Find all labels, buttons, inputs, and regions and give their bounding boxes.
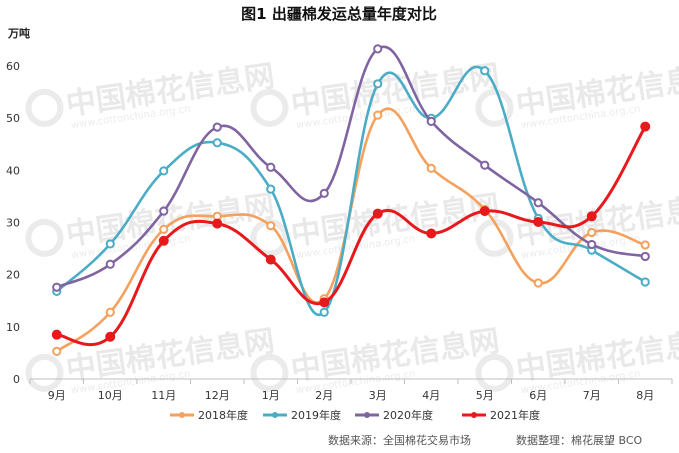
legend-swatch-marker [364,412,370,418]
data-point [533,217,544,228]
data-point [587,227,597,238]
data-point [479,206,490,217]
chart-title: 图1 出疆棉发运总量年度对比 [241,5,437,23]
data-compiler-note: 数据整理：棉花展望 BCO [516,433,643,447]
data-point [158,235,169,246]
data-source-note: 数据来源：全国棉花交易市场 [328,433,471,447]
y-axis-unit-label: 万吨 [7,26,30,40]
y-tick-label: 50 [6,112,20,125]
x-tick-label: 8月 [636,389,654,402]
data-point [319,307,329,317]
legend-swatch-marker [179,412,185,418]
legend-item: 2018年度 [170,408,248,422]
data-point [373,44,383,54]
watermark-logo-icon [475,218,514,257]
data-point [533,198,543,208]
data-point [105,259,115,269]
data-point [319,297,330,308]
data-point [373,110,383,120]
data-point [51,329,62,340]
data-point [105,307,115,317]
data-point [105,331,116,342]
watermark-logo-icon [475,353,514,392]
watermark-logo-icon [475,88,514,127]
data-point [373,79,383,89]
y-tick-label: 20 [6,269,20,282]
legend-swatch-marker [272,412,278,418]
data-point [533,278,543,288]
data-point [640,277,650,287]
data-point [265,254,276,265]
data-point [640,251,650,262]
data-point [372,208,383,219]
data-point [266,184,276,194]
data-point [266,221,276,231]
data-point [212,122,222,132]
data-point [426,228,437,239]
data-point [640,240,650,250]
legend-item: 2019年度 [263,408,341,422]
data-point [159,166,169,176]
series-2020年度 [52,44,650,292]
legend-item: 2021年度 [462,408,540,422]
legend-swatch-marker [471,412,477,418]
watermark-logo-icon [250,88,289,127]
data-point [52,346,62,356]
legend: 2018年度 2019年度 2020年度 2021年度 [170,408,540,422]
data-point [105,239,115,249]
data-point [52,282,62,292]
data-point [426,163,436,173]
data-point [587,239,597,250]
series-line [55,125,647,347]
watermark-logo-icon [25,218,64,257]
x-tick-label: 5月 [476,389,494,402]
data-point [159,206,169,216]
x-tick-label: 9月 [48,389,66,402]
data-point [212,218,223,229]
data-point [426,116,436,126]
watermark-logo-icon [25,88,64,127]
y-tick-label: 40 [6,164,20,177]
legend-label: 2020年度 [383,408,433,422]
legend-label: 2021年度 [490,408,540,422]
x-tick-label: 7月 [583,389,601,402]
data-point [480,66,490,76]
data-point [319,188,329,198]
legend-label: 2019年度 [291,408,341,422]
x-tick-label: 2月 [315,389,333,402]
x-tick-label: 3月 [369,389,387,402]
watermark-logo-icon [25,353,64,392]
y-tick-label: 0 [13,373,20,386]
y-tick-label: 10 [6,321,20,334]
data-point [480,160,490,170]
data-point [640,121,651,132]
legend-item: 2020年度 [355,408,433,422]
x-tick-label: 4月 [422,389,440,402]
data-point [159,224,169,234]
x-tick-label: 6月 [529,389,547,402]
legend-label: 2018年度 [198,408,248,422]
y-tick-label: 30 [6,217,20,230]
x-tick-label: 1月 [262,389,280,402]
x-tick-label: 11月 [151,389,176,402]
axes: 0 10 20 30 40 50 60 9月 10月 11月 12月 1月 2月 3月 4月 5月 6月 7月 8月 [6,60,673,402]
watermark-logo-icon [250,353,289,392]
data-point [266,162,276,172]
series-layer [51,44,651,356]
data-point [212,138,222,148]
y-tick-label: 60 [6,60,20,73]
x-tick-label: 10月 [98,389,123,402]
data-point [586,211,597,222]
series-2021年度 [51,121,651,347]
x-tick-label: 12月 [205,389,230,402]
